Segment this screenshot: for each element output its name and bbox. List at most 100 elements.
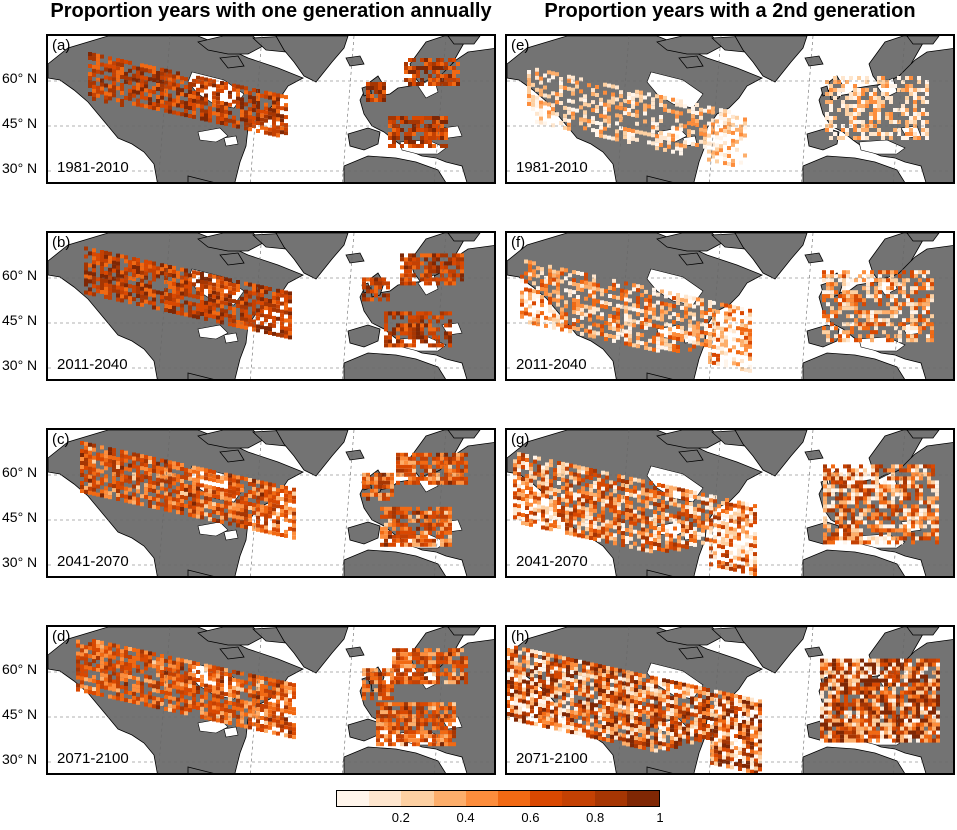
coverage-cell: [647, 140, 651, 145]
coverage-cell: [386, 688, 390, 693]
coverage-cell: [544, 279, 548, 284]
coverage-cell: [456, 261, 460, 266]
coverage-cell: [551, 103, 555, 108]
coverage-cell: [416, 706, 420, 711]
coverage-cell: [668, 307, 672, 312]
coverage-cell: [200, 108, 204, 113]
coverage-cell: [100, 644, 104, 649]
coverage-cell: [708, 308, 712, 312]
coverage-cell: [603, 118, 607, 123]
coverage-cell: [624, 321, 628, 326]
coverage-cell: [280, 728, 284, 733]
coverage-cell: [408, 319, 412, 324]
coverage-cell: [188, 281, 192, 286]
map-panel: (d) 2071-2100: [46, 625, 496, 775]
coverage-cell: [384, 311, 388, 316]
coverage-cell: [850, 290, 854, 295]
coverage-cell: [160, 482, 164, 487]
coverage-cell: [440, 726, 444, 731]
coverage-cell: [886, 294, 890, 299]
coverage-cell: [408, 311, 412, 316]
coverage-cell: [386, 293, 390, 298]
coverage-cell: [607, 135, 611, 140]
coverage-cell: [108, 64, 112, 69]
coverage-cell: [128, 659, 132, 663]
coverage-cell: [164, 666, 168, 671]
coverage-cell: [643, 107, 647, 112]
coverage-cell: [420, 116, 424, 120]
land-mass: [345, 252, 365, 264]
coverage-cell: [160, 486, 164, 491]
coverage-cell: [120, 99, 124, 103]
coverage-cell: [200, 276, 204, 280]
coverage-cell: [104, 262, 108, 267]
coverage-cell: [616, 295, 620, 300]
coverage-cell: [108, 451, 112, 456]
coverage-cell: [164, 304, 168, 309]
coverage-cell: [557, 465, 561, 469]
land-mass: [804, 449, 824, 461]
coverage-cell: [684, 330, 688, 335]
coverage-cell: [260, 492, 264, 497]
coverage-cell: [248, 701, 252, 706]
coverage-cell: [660, 305, 664, 310]
coverage-cell: [408, 722, 412, 727]
coverage-cell: [244, 724, 248, 729]
coverage-cell: [619, 114, 623, 119]
coverage-cell: [96, 692, 100, 696]
coverage-cell: [236, 284, 240, 288]
coverage-cell: [711, 150, 715, 155]
coverage-cell: [611, 136, 615, 141]
coverage-cell: [252, 702, 256, 707]
coverage-cell: [612, 334, 616, 339]
longitude-gridline: [893, 233, 906, 379]
coverage-cell: [260, 113, 264, 118]
coverage-cell: [164, 108, 168, 113]
coverage-cell: [708, 340, 712, 344]
coverage-cell: [216, 279, 220, 284]
coverage-cell: [902, 270, 906, 275]
coverage-cell: [280, 293, 284, 298]
coverage-cell: [456, 82, 460, 86]
coverage-cell: [552, 269, 556, 274]
coverage-cell: [104, 454, 108, 459]
coverage-cell: [216, 479, 220, 483]
land-mass: [345, 55, 365, 67]
coverage-cell: [124, 255, 128, 260]
coverage-cell: [112, 268, 116, 273]
coverage-cell: [260, 305, 264, 310]
coverage-cell: [212, 490, 216, 495]
coverage-cell: [362, 281, 366, 286]
coverage-cell: [112, 643, 116, 648]
coverage-cell: [548, 276, 552, 281]
coverage-cell: [822, 326, 826, 331]
coverage-cell: [834, 290, 838, 295]
coverage-cell: [212, 713, 216, 718]
land-mass: [802, 549, 905, 576]
coverage-cell: [276, 101, 280, 106]
coverage-cell: [264, 286, 268, 291]
coverage-cell: [716, 325, 720, 330]
coverage-cell: [873, 96, 877, 100]
coverage-cell: [228, 721, 232, 725]
coverage-cell: [894, 278, 898, 283]
coverage-cell: [200, 682, 204, 687]
coverage-cell: [112, 663, 116, 668]
coverage-cell: [232, 705, 236, 710]
coverage-cell: [555, 100, 559, 105]
coverage-cell: [424, 66, 428, 70]
coverage-cell: [172, 676, 176, 681]
coverage-cell: [152, 265, 156, 270]
coverage-cell: [84, 266, 88, 271]
coverage-cell: [440, 672, 444, 677]
coverage-cell: [124, 650, 128, 655]
coverage-cell: [244, 513, 248, 518]
coverage-cell: [545, 526, 549, 531]
coverage-cell: [208, 489, 212, 494]
coverage-cell: [862, 314, 866, 319]
coverage-cell: [374, 476, 378, 481]
coverage-cell: [100, 254, 104, 258]
coverage-cell: [380, 506, 384, 511]
coverage-cell: [264, 94, 268, 99]
coverage-cell: [412, 456, 416, 461]
